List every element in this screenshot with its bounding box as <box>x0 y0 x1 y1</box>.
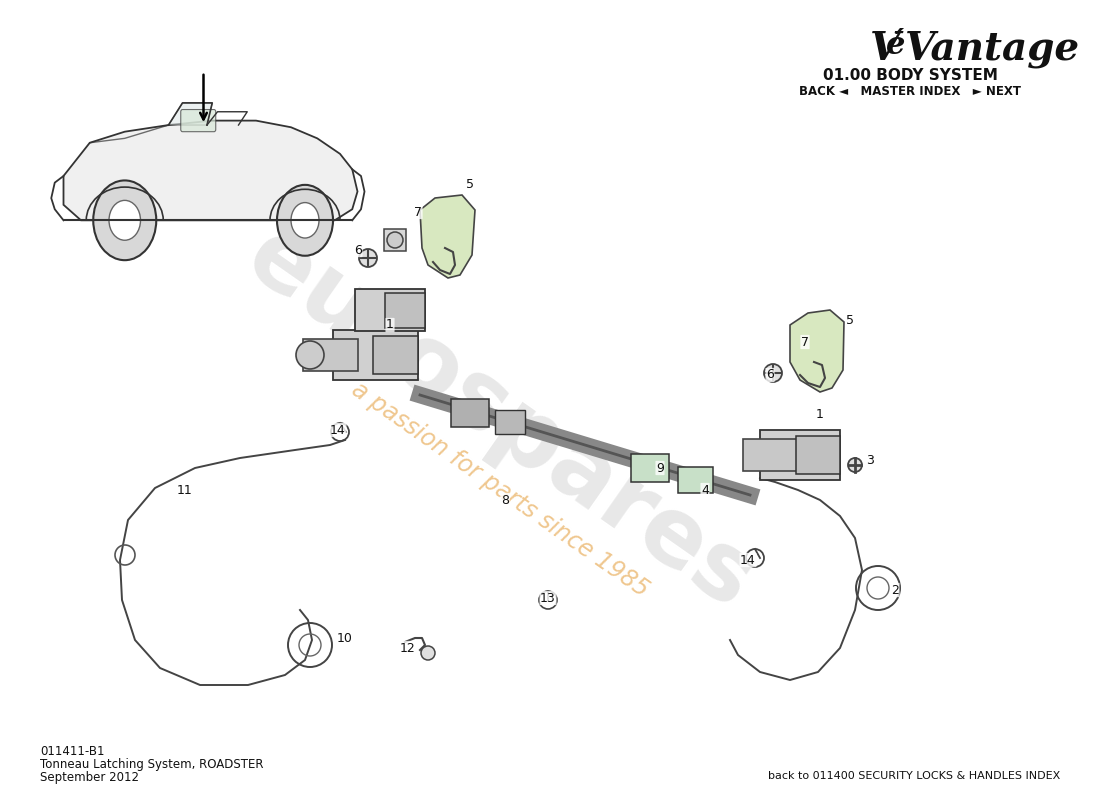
Text: 5: 5 <box>846 314 854 326</box>
Bar <box>678 467 713 493</box>
Text: 1: 1 <box>816 409 824 422</box>
Circle shape <box>296 341 324 369</box>
Bar <box>451 399 490 427</box>
Text: 5: 5 <box>466 178 474 191</box>
Bar <box>760 430 840 480</box>
Bar <box>796 436 840 474</box>
Circle shape <box>848 458 862 472</box>
Text: Tonneau Latching System, ROADSTER: Tonneau Latching System, ROADSTER <box>40 758 264 771</box>
Circle shape <box>94 181 156 260</box>
Text: 12: 12 <box>400 642 416 654</box>
Text: a passion for parts since 1985: a passion for parts since 1985 <box>346 378 653 602</box>
Text: 3: 3 <box>866 454 873 466</box>
Text: eurospares: eurospares <box>229 211 771 629</box>
Bar <box>742 439 797 471</box>
Text: BACK ◄   MASTER INDEX   ► NEXT: BACK ◄ MASTER INDEX ► NEXT <box>799 85 1021 98</box>
Text: 6: 6 <box>766 369 774 382</box>
Text: back to 011400 SECURITY LOCKS & HANDLES INDEX: back to 011400 SECURITY LOCKS & HANDLES … <box>768 771 1060 781</box>
Text: 1: 1 <box>386 318 394 331</box>
Text: 10: 10 <box>337 631 353 645</box>
Polygon shape <box>790 310 844 392</box>
Text: 7: 7 <box>801 335 808 349</box>
Text: é: é <box>886 30 916 61</box>
Text: 01.00 BODY SYSTEM: 01.00 BODY SYSTEM <box>823 68 998 83</box>
Bar <box>302 339 358 371</box>
Text: 14: 14 <box>330 423 345 437</box>
Circle shape <box>748 441 775 469</box>
Bar <box>355 289 425 331</box>
Text: 7: 7 <box>414 206 422 218</box>
Text: 14: 14 <box>740 554 756 566</box>
Bar <box>385 293 425 327</box>
Bar <box>373 336 418 374</box>
Circle shape <box>292 202 319 238</box>
Text: 4: 4 <box>701 483 708 497</box>
Circle shape <box>764 364 782 382</box>
Circle shape <box>387 232 403 248</box>
Bar <box>384 229 406 251</box>
Polygon shape <box>168 103 212 125</box>
Bar <box>631 454 669 482</box>
FancyBboxPatch shape <box>180 110 216 132</box>
Text: Vantage: Vantage <box>905 30 1080 68</box>
Text: 8: 8 <box>500 494 509 506</box>
Text: 9: 9 <box>656 462 664 474</box>
Text: 2: 2 <box>891 583 899 597</box>
Circle shape <box>109 200 141 240</box>
Circle shape <box>359 249 377 267</box>
Text: 11: 11 <box>177 483 192 497</box>
Text: 011411-B1: 011411-B1 <box>40 745 104 758</box>
Text: 6: 6 <box>354 243 362 257</box>
Text: 13: 13 <box>540 591 556 605</box>
Circle shape <box>277 185 333 256</box>
Circle shape <box>421 646 434 660</box>
Bar <box>495 410 525 434</box>
Text: September 2012: September 2012 <box>40 771 139 784</box>
Text: V: V <box>870 30 900 68</box>
Polygon shape <box>64 121 358 220</box>
Polygon shape <box>420 195 475 278</box>
Bar <box>332 330 418 380</box>
